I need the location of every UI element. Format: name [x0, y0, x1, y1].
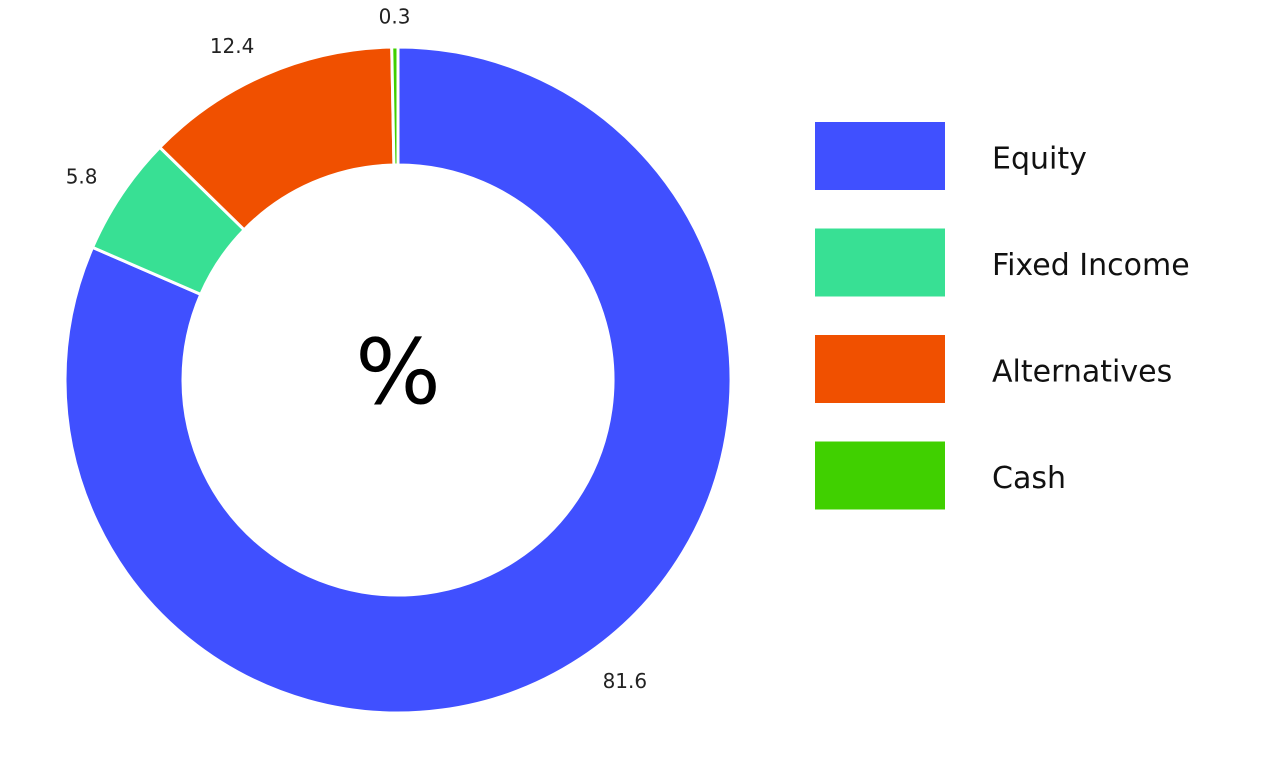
donut-slice: [390, 45, 400, 167]
legend-swatch: [815, 228, 945, 297]
value-label: 5.8: [66, 165, 98, 189]
legend-label: Fixed Income: [992, 248, 1190, 283]
value-label: 81.6: [603, 669, 648, 693]
legend-label: Equity: [992, 142, 1087, 177]
value-label: 12.4: [210, 34, 255, 58]
center-label: %: [355, 320, 441, 425]
donut-slice: [63, 45, 733, 715]
legend-label: Alternatives: [992, 355, 1172, 390]
legend-swatch: [815, 335, 945, 403]
value-label: 0.3: [379, 5, 411, 29]
legend-swatch: [815, 122, 945, 190]
legend-swatch: [815, 441, 945, 510]
legend-label: Cash: [992, 461, 1066, 496]
